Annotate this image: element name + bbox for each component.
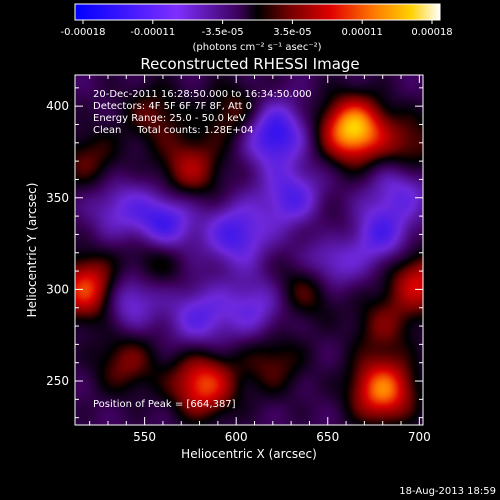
axis-ticks: 550 600 650 700 250 300 350 400: [46, 75, 431, 444]
y-axis-label: Heliocentric Y (arcsec): [25, 183, 39, 318]
colorbar-tick-label: -0.00018: [61, 27, 106, 38]
y-tick-label: 250: [46, 374, 69, 388]
annotation-block: 20-Dec-2011 16:28:50.000 to 16:34:50.000…: [93, 89, 312, 136]
x-tick-label: 600: [225, 430, 248, 444]
x-tick-label: 700: [408, 430, 431, 444]
peak-label: Position of Peak = [664,387]: [93, 399, 236, 410]
x-tick-label: 650: [316, 430, 339, 444]
chart-title: Reconstructed RHESSI Image: [140, 55, 359, 73]
colorbar-tick-label: -3.5e-05: [202, 27, 244, 38]
y-tick-label: 400: [46, 99, 69, 113]
colorbar-tick-label: 0.00018: [411, 27, 452, 38]
colorbar-tick-label: -0.00011: [130, 27, 175, 38]
annotation-detectors: Detectors: 4F 5F 6F 7F 8F, Att 0: [93, 101, 252, 112]
colorbar-ticks: -0.00018 -0.00011 -3.5e-05 3.5e-05 0.00011 0.…: [61, 20, 453, 38]
colorbar-tick-label: 0.00011: [342, 27, 383, 38]
y-tick-label: 350: [46, 191, 69, 205]
annotation-time: 20-Dec-2011 16:28:50.000 to 16:34:50.000: [93, 89, 312, 100]
x-axis-label: Heliocentric X (arcsec): [181, 447, 317, 461]
colorbar-units: (photons cm⁻² s⁻¹ asec⁻²): [192, 42, 321, 53]
annotation-clean: Clean Total counts: 1.28E+04: [93, 125, 253, 136]
x-tick-label: 550: [133, 430, 156, 444]
y-tick-label: 300: [46, 282, 69, 296]
heatmap-image: [75, 75, 423, 425]
footer-date: 18-Aug-2013 18:59: [399, 486, 496, 497]
plot-frame: [74, 74, 424, 426]
colorbar: [74, 3, 441, 21]
annotation-energy: Energy Range: 25.0 - 50.0 keV: [93, 113, 246, 124]
colorbar-tick-label: 3.5e-05: [273, 27, 311, 38]
